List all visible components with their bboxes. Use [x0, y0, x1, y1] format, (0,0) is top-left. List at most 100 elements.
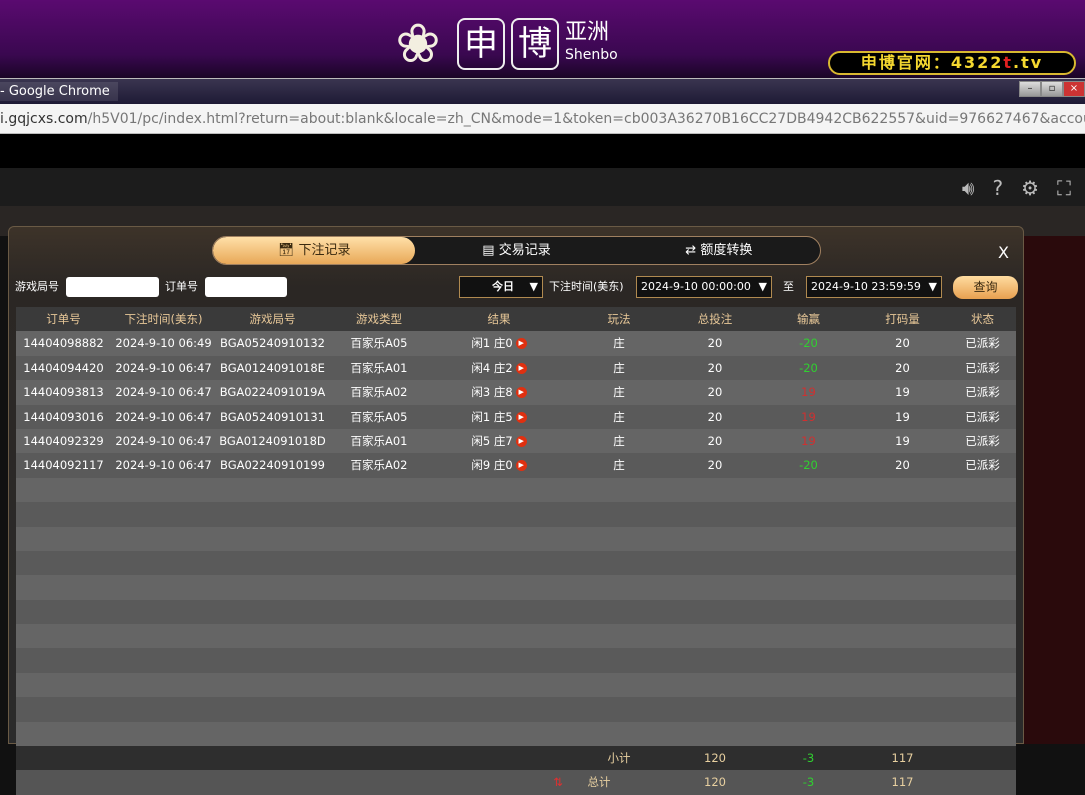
play-replay-icon[interactable]: ▶ — [515, 435, 527, 447]
tab-bet-records[interactable]: 📅︎ 下注记录 — [213, 237, 416, 264]
column-header: 玩法 — [607, 312, 631, 326]
cell-2: BGA05240910132 — [216, 331, 329, 355]
logo-sub-text: Shenbo — [565, 47, 618, 63]
cell-text: 20 — [707, 433, 723, 448]
cell-text: 闲5 庄7 — [471, 433, 513, 448]
period-select[interactable]: 今日 ▼ — [459, 276, 543, 298]
empty-row — [16, 599, 1016, 625]
play-replay-icon[interactable]: ▶ — [515, 362, 527, 374]
cell-7: -20 — [761, 453, 856, 477]
cell-9: 已派彩 — [949, 429, 1016, 453]
help-icon[interactable]: ? — [992, 176, 1004, 200]
cell-text: 19 — [895, 433, 910, 448]
cell-6: 20 — [669, 429, 761, 453]
cell-5: 庄 — [569, 405, 669, 429]
records-modal: 📅︎ 下注记录 ▤ 交易记录 ⇄ 额度转换 X 游戏局号 订单号 今日 ▼ 下注时… — [8, 226, 1024, 795]
column-header: 游戏类型 — [356, 312, 402, 326]
cell-text: 20 — [707, 336, 723, 351]
gear-icon[interactable]: ⚙ — [1021, 176, 1039, 200]
cell-2: BGA0124091018E — [216, 356, 329, 380]
total-row: ⇅ 总计 120 -3 117 — [16, 770, 1016, 795]
start-time-select[interactable]: 2024-9-10 00:00:00 ▼ — [636, 276, 772, 298]
sound-icon[interactable]: 🔊︎ — [961, 176, 975, 200]
cell-1: 2024-9-10 06:47 — [111, 429, 216, 453]
maximize-button[interactable]: ▫ — [1041, 81, 1063, 97]
cell-9: 已派彩 — [949, 331, 1016, 355]
transfer-icon: ⇄ — [685, 243, 701, 258]
cell-4: 闲1 庄0 ▶ — [429, 331, 569, 355]
minimize-button[interactable]: – — [1019, 81, 1041, 97]
empty-row — [16, 502, 1016, 527]
cell-6: 20 — [669, 453, 761, 477]
total-label: 总计 — [587, 775, 611, 790]
close-button[interactable]: X — [998, 243, 1009, 262]
cell-7: 19 — [761, 429, 856, 453]
cell-text: 百家乐A05 — [350, 336, 408, 351]
tab-credit-transfer[interactable]: ⇄ 额度转换 — [618, 237, 820, 264]
empty-row — [16, 624, 1016, 649]
cell-text: 2024-9-10 06:47 — [115, 360, 212, 375]
subtotal-label: 小计 — [607, 751, 631, 766]
cell-text: 20 — [895, 360, 910, 375]
start-time-value: 2024-9-10 00:00:00 — [641, 280, 751, 293]
calendar-icon: 📅︎ — [277, 243, 299, 258]
cell-5: 庄 — [569, 356, 669, 380]
cell-text: 已派彩 — [965, 409, 1000, 424]
cell-text: 19 — [801, 385, 816, 400]
play-replay-icon[interactable]: ▶ — [515, 411, 527, 423]
cell-text: 14404092117 — [23, 458, 104, 473]
cell-8: 19 — [856, 405, 949, 429]
subtotal-bet: 120 — [704, 751, 726, 766]
query-button[interactable]: 查询 — [953, 276, 1018, 299]
cell-text: BGA0124091018E — [220, 360, 325, 375]
cell-text: 14404092329 — [23, 433, 104, 448]
column-header: 游戏局号 — [249, 312, 296, 326]
app-header: 🔊︎? ⚙ ⛶ — [0, 168, 1085, 206]
cell-text: 20 — [707, 385, 723, 400]
game-round-input[interactable] — [66, 277, 159, 297]
chevron-down-icon: ▼ — [758, 280, 767, 293]
cell-8: 20 — [856, 356, 949, 380]
cell-2: BGA02240910199 — [216, 453, 329, 477]
site-address: 申博官网：4322t.tv — [828, 51, 1076, 75]
play-replay-icon[interactable]: ▶ — [515, 338, 527, 350]
cell-6: 20 — [669, 356, 761, 380]
cell-text: -20 — [799, 336, 818, 351]
cell-5: 庄 — [569, 429, 669, 453]
cell-3: 百家乐A01 — [329, 356, 429, 380]
cell-3: 百家乐A01 — [329, 429, 429, 453]
cell-3: 百家乐A02 — [329, 453, 429, 477]
order-input[interactable] — [205, 277, 287, 297]
close-window-button[interactable]: × — [1063, 81, 1085, 97]
cell-text: 庄 — [613, 409, 625, 424]
play-replay-icon[interactable]: ▶ — [515, 387, 527, 399]
empty-row — [16, 648, 1016, 673]
cell-text: 闲3 庄8 — [471, 385, 513, 400]
cell-2: BGA0124091018D — [216, 429, 329, 453]
cell-8: 19 — [856, 380, 949, 404]
table-row: 14404093813 2024-9-10 06:47 BGA0224091019A… — [16, 380, 1016, 405]
table-row: 14404098882 2024-9-10 06:49 BGA05240910132… — [16, 331, 1016, 356]
cell-text: 14404098882 — [23, 336, 104, 351]
cell-text: 庄 — [613, 385, 625, 400]
empty-row — [16, 526, 1016, 551]
cell-0: 14404093813 — [16, 380, 111, 404]
to-label: 至 — [783, 280, 794, 293]
address-bar[interactable]: i.gqjcxs.com/h5V01/pc/index.html?return=… — [0, 104, 1085, 134]
cell-text: 闲1 庄0 — [471, 336, 513, 351]
cell-0: 14404093016 — [16, 405, 111, 429]
cell-text: 2024-9-10 06:49 — [115, 336, 212, 351]
cell-1: 2024-9-10 06:47 — [111, 405, 216, 429]
cell-3: 百家乐A05 — [329, 331, 429, 355]
cell-3: 百家乐A05 — [329, 405, 429, 429]
cell-text: 百家乐A01 — [350, 360, 408, 375]
site-suffix: .tv — [1013, 53, 1044, 72]
fullscreen-icon[interactable]: ⛶ — [1057, 176, 1071, 200]
total-valid: 117 — [891, 775, 914, 790]
play-replay-icon[interactable]: ▶ — [515, 460, 527, 472]
cell-text: 已派彩 — [965, 385, 1000, 400]
chevron-down-icon: ▼ — [529, 280, 538, 293]
end-time-select[interactable]: 2024-9-10 23:59:59 ▼ — [806, 276, 942, 298]
order-label: 订单号 — [165, 280, 198, 293]
tab-transaction-records[interactable]: ▤ 交易记录 — [415, 237, 617, 264]
